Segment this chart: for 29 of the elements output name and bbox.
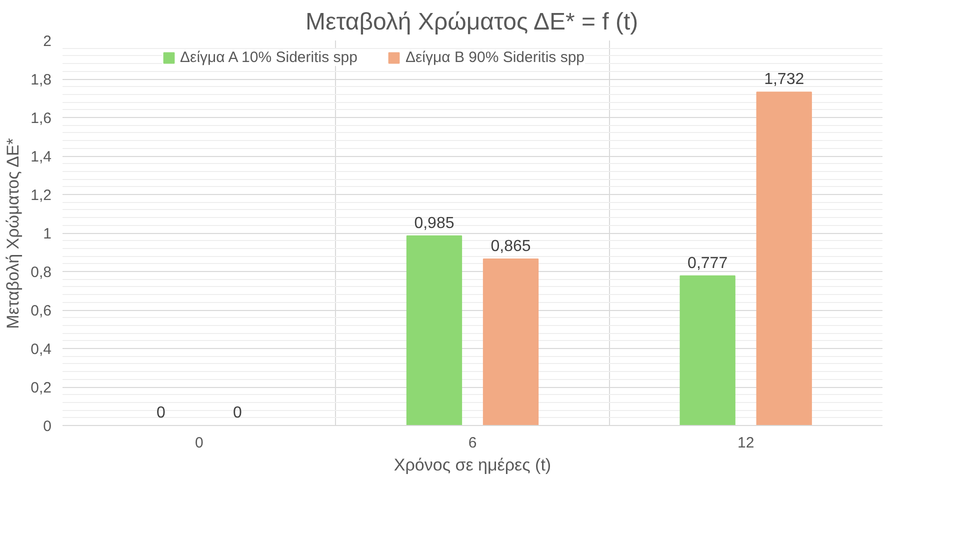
y-axis-title: Μεταβολή Χρώματος ΔΕ*	[4, 138, 23, 329]
legend-label: Δείγμα Β 90% Sideritis spp	[405, 49, 585, 66]
x-tick-label: 6	[468, 434, 477, 452]
y-tick-label: 0,4	[30, 341, 52, 358]
y-tick-label: 2	[43, 33, 52, 50]
y-tick-label: 1,2	[30, 187, 52, 204]
bar	[482, 258, 539, 426]
bar	[680, 275, 736, 426]
y-tick-label: 1,8	[30, 72, 52, 88]
bar	[406, 235, 462, 426]
x-tick-label: 0	[194, 434, 204, 452]
data-label: 0	[232, 404, 242, 422]
chart-title: Μεταβολή Χρώματος ΔΕ* = f (t)	[306, 8, 638, 36]
y-tick-label: 0	[43, 418, 52, 435]
data-label: 0,777	[688, 254, 728, 272]
bar	[756, 92, 812, 426]
legend-label: Δείγμα Α 10% Sideritis spp	[180, 49, 358, 66]
x-tick-label: 12	[737, 434, 754, 452]
data-label: 0	[156, 404, 166, 422]
data-label: 1,732	[764, 71, 804, 88]
x-axis-title: Χρόνος σε ημέρες (t)	[394, 456, 552, 474]
y-tick-label: 1,6	[30, 110, 52, 127]
y-tick-label: 0,6	[30, 302, 52, 320]
y-tick-label: 1	[43, 226, 52, 242]
y-tick-label: 0,8	[30, 264, 52, 281]
y-tick-label: 0,2	[30, 380, 52, 396]
data-label: 0,865	[490, 238, 531, 255]
y-tick-label: 1,4	[30, 148, 52, 166]
data-label: 0,985	[414, 214, 454, 232]
